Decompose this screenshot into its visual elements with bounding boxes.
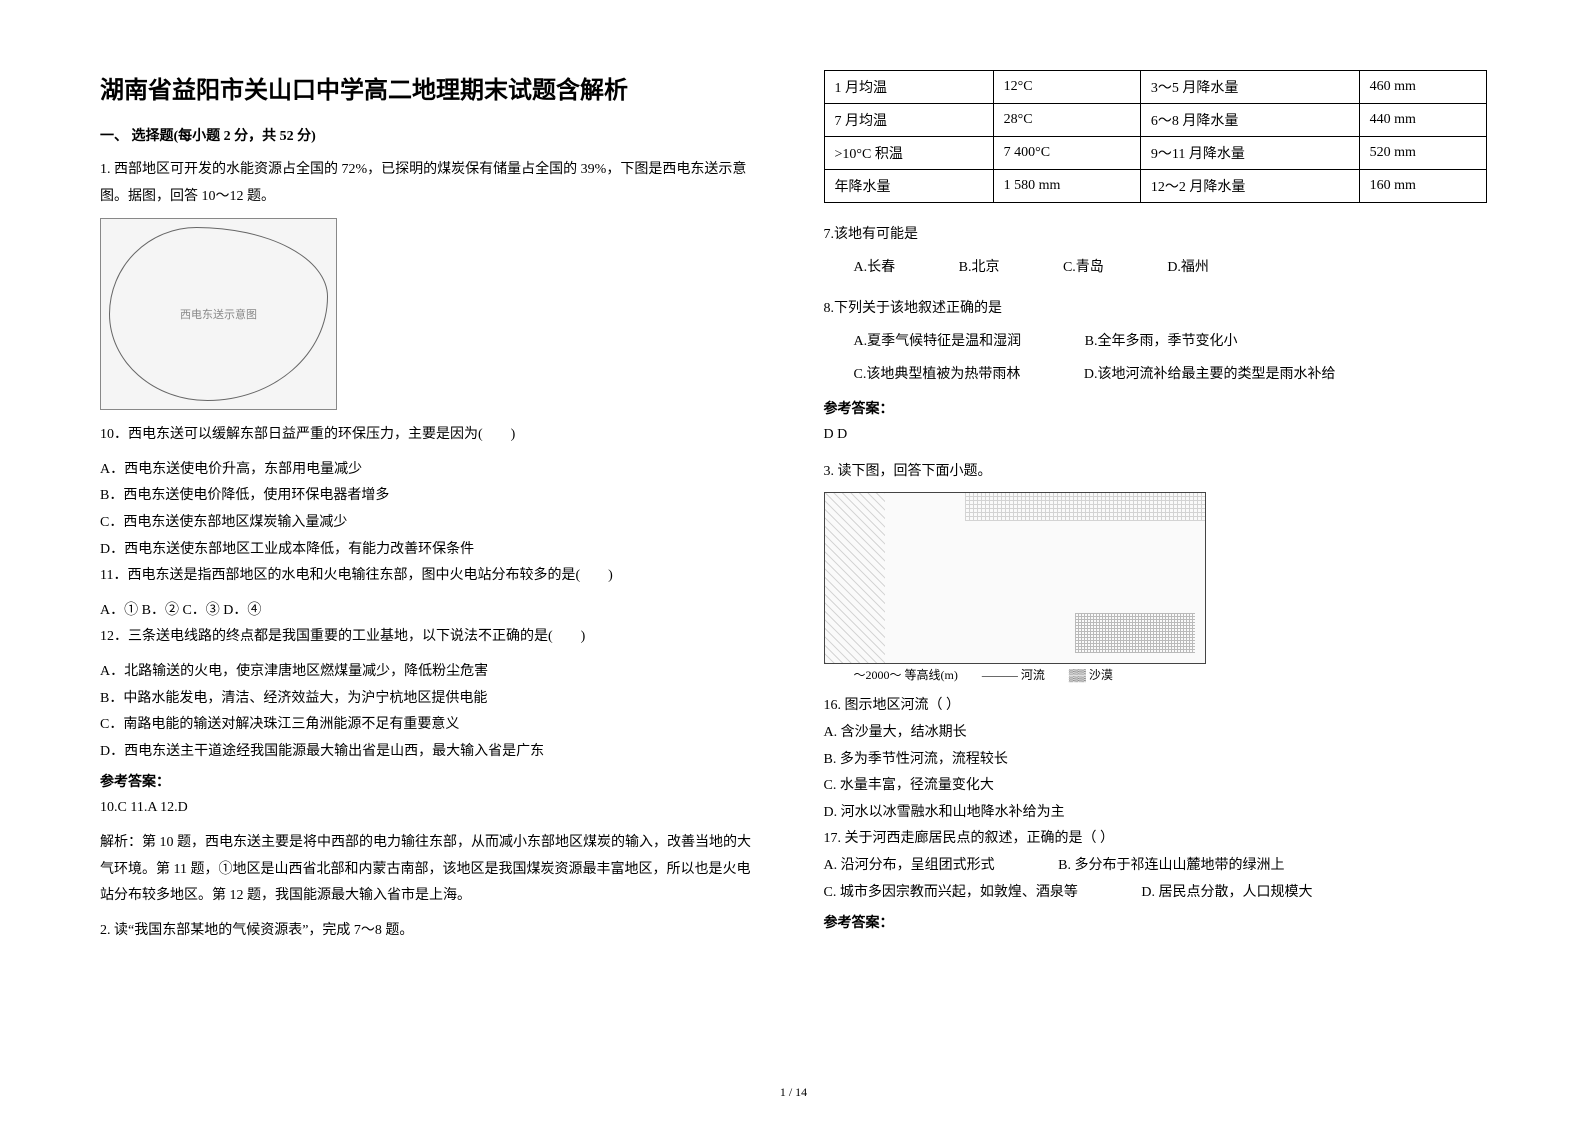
page-footer: 1 / 14	[780, 1085, 807, 1100]
q17-option-c: C. 城市多因宗教而兴起，如敦煌、酒泉等	[824, 885, 1078, 900]
cell: 12°C	[993, 71, 1140, 104]
q7-option-b: B.北京	[959, 251, 1000, 285]
question-7: 7.该地有可能是	[824, 221, 1488, 249]
map-figure: 西电东送示意图	[100, 218, 337, 410]
answer-heading-1: 参考答案：	[100, 771, 764, 791]
q17-option-b: B. 多分布于祁连山山麓地带的绿洲上	[1058, 858, 1284, 873]
cell: 1 月均温	[824, 71, 993, 104]
q7-option-c: C.青岛	[1063, 251, 1104, 285]
cell: 9～11 月降水量	[1140, 137, 1359, 170]
cell: 7 月均温	[824, 104, 993, 137]
q10-option-a: A．西电东送使电价升高，东部用电量减少	[100, 457, 764, 484]
q12-option-b: B．中路水能发电，清洁、经济效益大，为沪宁杭地区提供电能	[100, 686, 764, 713]
hexi-corridor-figure	[824, 492, 1206, 664]
q8-options-row2: C.该地典型植被为热带雨林 D.该地河流补给最主要的类型是雨水补给	[854, 358, 1488, 392]
answer-heading-2: 参考答案：	[824, 398, 1488, 418]
cell: 7 400°C	[993, 137, 1140, 170]
cell: 28°C	[993, 104, 1140, 137]
cell: 年降水量	[824, 170, 993, 203]
table-row: 年降水量 1 580 mm 12～2 月降水量 160 mm	[824, 170, 1487, 203]
q8-option-c: C.该地典型植被为热带雨林	[854, 358, 1021, 392]
cell: 12～2 月降水量	[1140, 170, 1359, 203]
q7-option-d: D.福州	[1167, 251, 1209, 285]
cell: >10°C 积温	[824, 137, 993, 170]
question-2-intro: 2. 读“我国东部某地的气候资源表”，完成 7～8 题。	[100, 918, 764, 945]
q10-option-d: D．西电东送使东部地区工业成本降低，有能力改善环保条件	[100, 537, 764, 564]
climate-table: 1 月均温 12°C 3～5 月降水量 460 mm 7 月均温 28°C 6～…	[824, 70, 1488, 203]
cell: 520 mm	[1359, 137, 1486, 170]
q16-option-d: D. 河水以冰雪融水和山地降水补给为主	[824, 800, 1488, 827]
figure-legend: ～2000～ 等高线(m) ——— 河流 ▒▒ 沙漠	[824, 666, 1488, 683]
q8-option-a: A.夏季气候特征是温和湿润	[854, 325, 1022, 359]
q10-option-b: B．西电东送使电价降低，使用环保电器者增多	[100, 483, 764, 510]
question-16: 16. 图示地区河流（ ）	[824, 693, 1488, 720]
q12-option-d: D．西电东送主干道途经我国能源最大输出省是山西，最大输入省是广东	[100, 739, 764, 766]
q7-options: A.长春 B.北京 C.青岛 D.福州	[854, 251, 1488, 285]
cell: 160 mm	[1359, 170, 1486, 203]
q17-option-d: D. 居民点分散，人口规模大	[1141, 885, 1312, 900]
section-heading: 一、 选择题(每小题 2 分，共 52 分)	[100, 125, 764, 145]
answer-10-12: 10.C 11.A 12.D	[100, 795, 764, 822]
q12-option-c: C．南路电能的输送对解决珠江三角洲能源不足有重要意义	[100, 712, 764, 739]
cell: 6～8 月降水量	[1140, 104, 1359, 137]
q17-options-row2: C. 城市多因宗教而兴起，如敦煌、酒泉等 D. 居民点分散，人口规模大	[824, 880, 1488, 907]
table-row: >10°C 积温 7 400°C 9～11 月降水量 520 mm	[824, 137, 1487, 170]
q17-option-a: A. 沿河分布，呈组团式形式	[824, 858, 995, 873]
q8-option-d: D.该地河流补给最主要的类型是雨水补给	[1084, 358, 1336, 392]
cell: 3～5 月降水量	[1140, 71, 1359, 104]
q8-option-b: B.全年多雨，季节变化小	[1085, 325, 1238, 359]
question-17: 17. 关于河西走廊居民点的叙述，正确的是（ ）	[824, 826, 1488, 853]
answer-7-8: D D	[824, 422, 1488, 449]
q16-option-b: B. 多为季节性河流，流程较长	[824, 747, 1488, 774]
q7-option-a: A.长春	[854, 251, 896, 285]
q16-option-a: A. 含沙量大，结冰期长	[824, 720, 1488, 747]
question-1-intro: 1. 西部地区可开发的水能资源占全国的 72%，已探明的煤炭保有储量占全国的 3…	[100, 157, 764, 210]
question-11: 11．西电东送是指西部地区的水电和火电输往东部，图中火电站分布较多的是( )	[100, 563, 764, 590]
question-8: 8.下列关于该地叙述正确的是	[824, 295, 1488, 323]
question-10: 10．西电东送可以缓解东部日益严重的环保压力，主要是因为( )	[100, 422, 764, 449]
cell: 1 580 mm	[993, 170, 1140, 203]
question-12: 12．三条送电线路的终点都是我国重要的工业基地，以下说法不正确的是( )	[100, 624, 764, 651]
answer-heading-3: 参考答案：	[824, 912, 1488, 932]
page-title: 湖南省益阳市关山口中学高二地理期末试题含解析	[100, 70, 764, 105]
question-3-intro: 3. 读下图，回答下面小题。	[824, 458, 1488, 486]
q10-option-c: C．西电东送使东部地区煤炭输入量减少	[100, 510, 764, 537]
q16-option-c: C. 水量丰富，径流量变化大	[824, 773, 1488, 800]
cell: 460 mm	[1359, 71, 1486, 104]
explain-10-12: 解析：第 10 题，西电东送主要是将中西部的电力输往东部，从而减小东部地区煤炭的…	[100, 830, 764, 910]
cell: 440 mm	[1359, 104, 1486, 137]
table-row: 7 月均温 28°C 6～8 月降水量 440 mm	[824, 104, 1487, 137]
q8-options-row1: A.夏季气候特征是温和湿润 B.全年多雨，季节变化小	[854, 325, 1488, 359]
q11-options: A．① B．② C．③ D．④	[100, 598, 764, 625]
q17-options-row1: A. 沿河分布，呈组团式形式 B. 多分布于祁连山山麓地带的绿洲上	[824, 853, 1488, 880]
table-row: 1 月均温 12°C 3～5 月降水量 460 mm	[824, 71, 1487, 104]
q12-option-a: A．北路输送的火电，使京津唐地区燃煤量减少，降低粉尘危害	[100, 659, 764, 686]
